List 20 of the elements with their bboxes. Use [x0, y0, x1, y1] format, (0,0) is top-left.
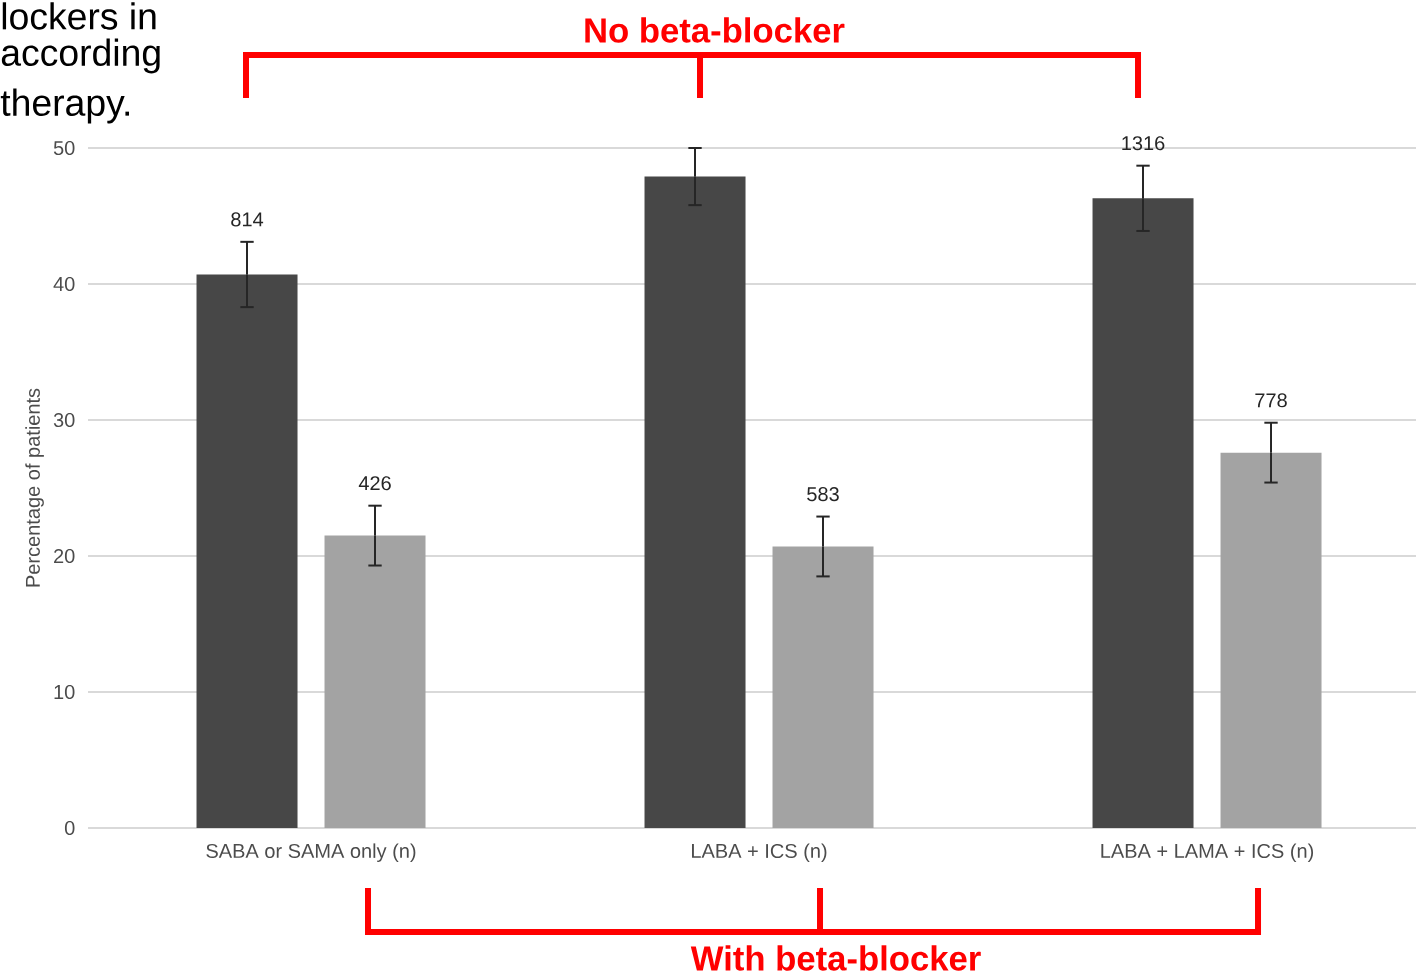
text: therapy.: [0, 88, 129, 124]
y-tick-label: 20: [54, 548, 75, 564]
y-tick-label: 0: [64, 820, 75, 836]
text: With beta-blocker: [690, 945, 981, 971]
annotation: 583: [807, 487, 839, 502]
y-tick-label: 10: [54, 684, 75, 700]
annotation: 1316: [1122, 136, 1165, 151]
text: No beta-blocker: [585, 17, 845, 43]
text: lockers in: [2, 2, 156, 30]
annotation: 814: [231, 212, 264, 227]
y-tick-label: 50: [53, 140, 75, 156]
annotation: 426: [358, 476, 391, 491]
x-tick-label: LABA + ICS (n): [692, 843, 827, 863]
text: according: [1, 38, 160, 74]
annotation: 778: [1255, 393, 1287, 408]
y-axis-title: Percentage of patients: [25, 388, 44, 587]
y-tick-label: 30: [53, 412, 75, 428]
x-tick-label: SABA or SAMA only (n): [206, 843, 416, 863]
x-tick-label: LABA + LAMA + ICS (n): [1101, 843, 1314, 863]
y-tick-label: 40: [53, 276, 75, 292]
